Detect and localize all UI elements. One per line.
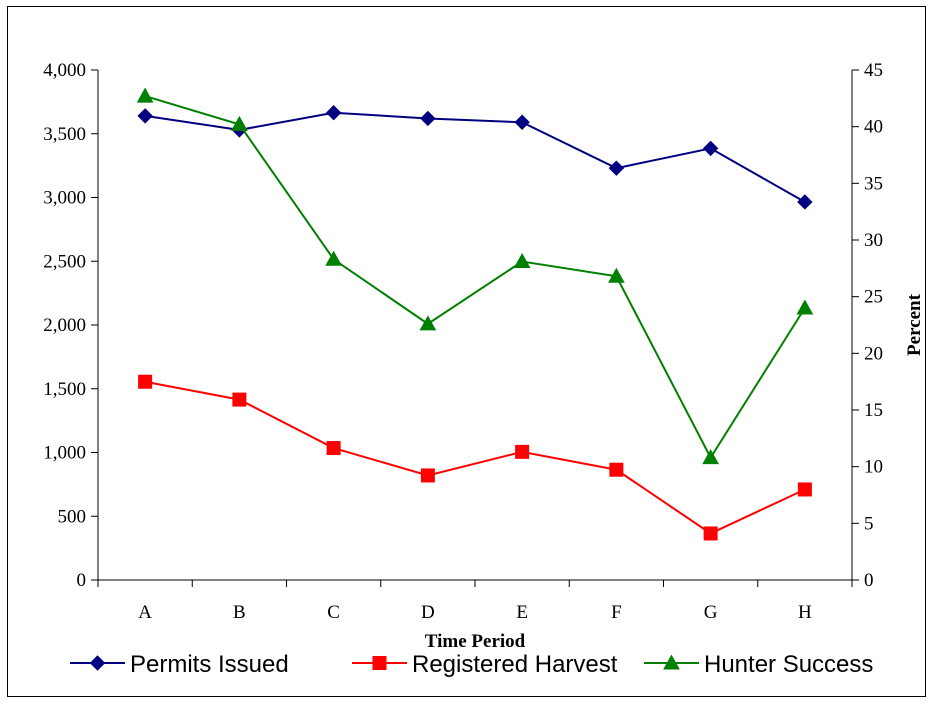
right-axis-title: Percent xyxy=(904,293,925,356)
data-point-registered-harvest xyxy=(609,462,624,477)
x-tick-label: D xyxy=(421,602,435,623)
series-line-hunter-success xyxy=(144,95,806,460)
legend-marker-permits-issued xyxy=(89,655,106,671)
legend-label-registered-harvest: Registered Harvest xyxy=(412,651,618,678)
data-point-registered-harvest xyxy=(326,441,341,456)
data-point-permits-issued xyxy=(420,110,436,127)
left-tick-label: 4,000 xyxy=(43,60,86,81)
data-point-hunter-success xyxy=(231,115,248,131)
right-tick-label: 5 xyxy=(864,513,874,534)
legend-label-hunter-success: Hunter Success xyxy=(704,651,873,678)
data-point-permits-issued xyxy=(702,140,719,157)
x-tick-label: E xyxy=(516,602,528,623)
left-tick-label: 2,000 xyxy=(43,315,86,336)
data-point-hunter-success xyxy=(136,87,154,103)
data-point-permits-issued xyxy=(608,160,625,176)
plot-series xyxy=(136,87,814,541)
x-tick-label: C xyxy=(327,602,340,623)
right-tick-label: 20 xyxy=(864,343,883,364)
data-point-permits-issued xyxy=(325,105,342,121)
data-point-hunter-success xyxy=(325,250,342,266)
data-point-registered-harvest xyxy=(797,482,812,497)
x-axis-title: Time Period xyxy=(425,631,526,652)
data-point-permits-issued xyxy=(797,194,813,210)
left-tick-label: 3,500 xyxy=(43,124,86,145)
right-tick-label: 0 xyxy=(864,570,874,591)
x-tick-label: F xyxy=(611,602,622,623)
data-point-registered-harvest xyxy=(703,526,718,541)
series-line-registered-harvest xyxy=(144,380,806,535)
x-tick-label: G xyxy=(704,602,718,623)
right-tick-label: 15 xyxy=(864,400,883,421)
data-point-hunter-success xyxy=(796,299,814,315)
left-tick-label: 1,500 xyxy=(43,379,86,400)
right-tick-label: 35 xyxy=(864,173,883,194)
data-point-hunter-success xyxy=(608,267,625,283)
data-point-registered-harvest xyxy=(515,444,530,459)
legend-label-permits-issued: Permits Issued xyxy=(130,651,289,678)
right-tick-label: 45 xyxy=(864,60,883,81)
x-tick-label: A xyxy=(138,602,152,623)
right-tick-label: 30 xyxy=(864,230,883,251)
left-tick-label: 500 xyxy=(58,506,87,527)
data-point-permits-issued xyxy=(137,108,153,124)
data-point-hunter-success xyxy=(513,253,531,269)
legend-marker-hunter-success xyxy=(663,654,680,670)
left-tick-label: 0 xyxy=(77,570,87,591)
data-point-hunter-success xyxy=(702,449,719,465)
x-tick-label: B xyxy=(233,602,246,623)
series-line-permits-issued xyxy=(144,111,806,203)
left-tick-label: 3,000 xyxy=(43,188,86,209)
data-point-hunter-success xyxy=(419,315,437,331)
data-point-registered-harvest xyxy=(232,392,247,407)
x-tick-label: H xyxy=(798,602,812,623)
legend: Permits Issued Registered Harvest Hunter S… xyxy=(70,651,873,678)
legend-marker-registered-harvest xyxy=(372,656,387,670)
chart-frame: 0 500 1,000 1,500 2,000 2,500 3,000 3,500 4,000 0… xyxy=(7,6,926,697)
line-chart: 0 500 1,000 1,500 2,000 2,500 3,000 3,500 4,000 0… xyxy=(43,60,925,678)
data-point-permits-issued xyxy=(514,114,530,130)
left-tick-label: 2,500 xyxy=(43,251,86,272)
right-tick-label: 25 xyxy=(864,287,883,308)
left-tick-label: 1,000 xyxy=(43,443,86,464)
data-point-registered-harvest xyxy=(420,468,435,483)
data-point-registered-harvest xyxy=(138,374,153,389)
right-tick-label: 40 xyxy=(864,117,883,138)
right-tick-label: 10 xyxy=(864,457,883,478)
plot-axes: 0 500 1,000 1,500 2,000 2,500 3,000 3,500 4,000 0… xyxy=(43,60,925,652)
